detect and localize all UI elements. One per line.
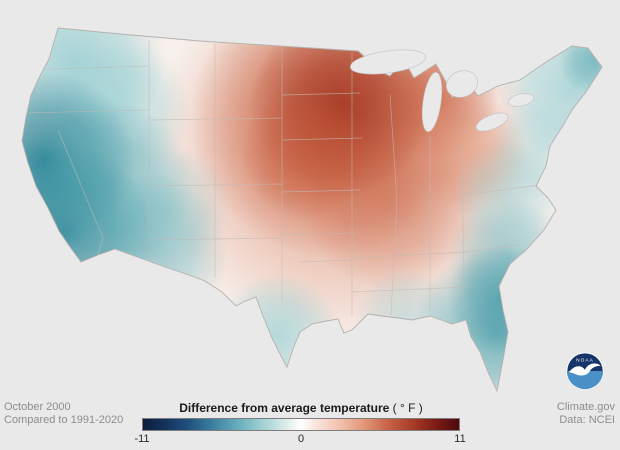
colorbar-legend: Difference from average temperature ( ° … xyxy=(134,401,465,446)
colorbar-ticks: -11 0 11 xyxy=(134,433,465,446)
baseline-label: Compared to 1991-2020 xyxy=(4,414,124,427)
legend-units: ( ° F ) xyxy=(392,401,423,415)
legend-title-text: Difference from average temperature xyxy=(179,401,390,415)
noaa-logo: NOAA xyxy=(566,352,604,390)
noaa-logo-text: NOAA xyxy=(576,358,594,364)
attribution: Climate.gov Data: NCEI xyxy=(557,401,615,428)
colorbar-tick-min: -11 xyxy=(134,433,150,445)
colorbar-tick-center: 0 xyxy=(297,433,305,445)
map-caption: October 2000 Compared to 1991-2020 xyxy=(4,401,123,428)
us-temperature-anomaly-map xyxy=(21,27,603,393)
climate-gov-label: Climate.gov xyxy=(556,401,615,413)
period-label: October 2000 xyxy=(4,401,71,413)
colorbar-tick-max: 11 xyxy=(454,433,466,445)
data-source-label: Data: NCEI xyxy=(559,414,615,427)
noaa-logo-lower-half xyxy=(566,371,604,390)
great-lakes xyxy=(350,49,535,133)
state-borders xyxy=(22,40,541,316)
legend-title: Difference from average temperature ( ° … xyxy=(142,401,460,415)
noaa-seagull-icon xyxy=(569,363,601,376)
colorbar xyxy=(142,418,460,431)
